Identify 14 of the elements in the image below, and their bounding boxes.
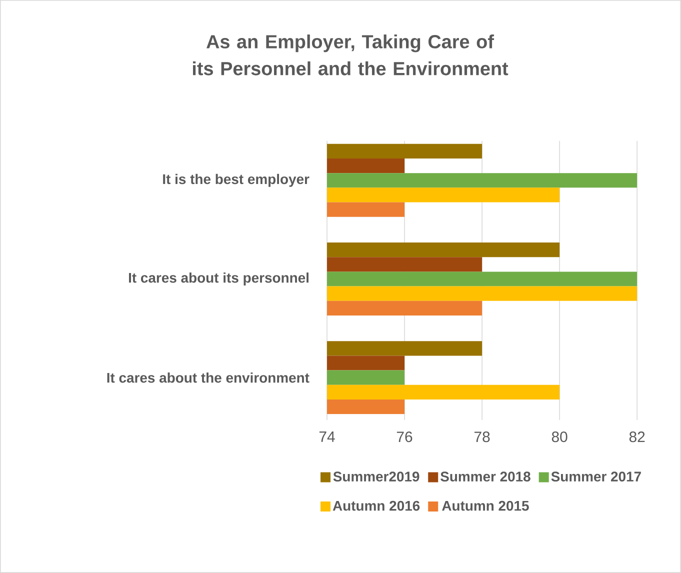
legend-label: Summer 2017 — [551, 472, 641, 482]
y-tick-label: It is the best employer — [163, 174, 310, 187]
x-tick-label: 78 — [474, 432, 490, 442]
x-tick-label: 80 — [552, 432, 568, 442]
x-tick-label: 74 — [319, 432, 335, 442]
legend-label: Summer 2018 — [440, 472, 530, 482]
y-tick-label: It cares about its personnel — [128, 272, 308, 286]
x-tick-label: 82 — [629, 432, 645, 442]
legend-label: Autumn 2016 — [332, 500, 420, 511]
y-tick-label: It cares about the environment — [107, 372, 310, 383]
chart-title: As an Employer, Taking Care of its Personnel and the Environment — [192, 34, 508, 76]
legend-label: Autumn 2015 — [442, 500, 529, 511]
legend-label: Summer2019 — [333, 472, 420, 482]
x-tick-label: 76 — [396, 432, 412, 442]
